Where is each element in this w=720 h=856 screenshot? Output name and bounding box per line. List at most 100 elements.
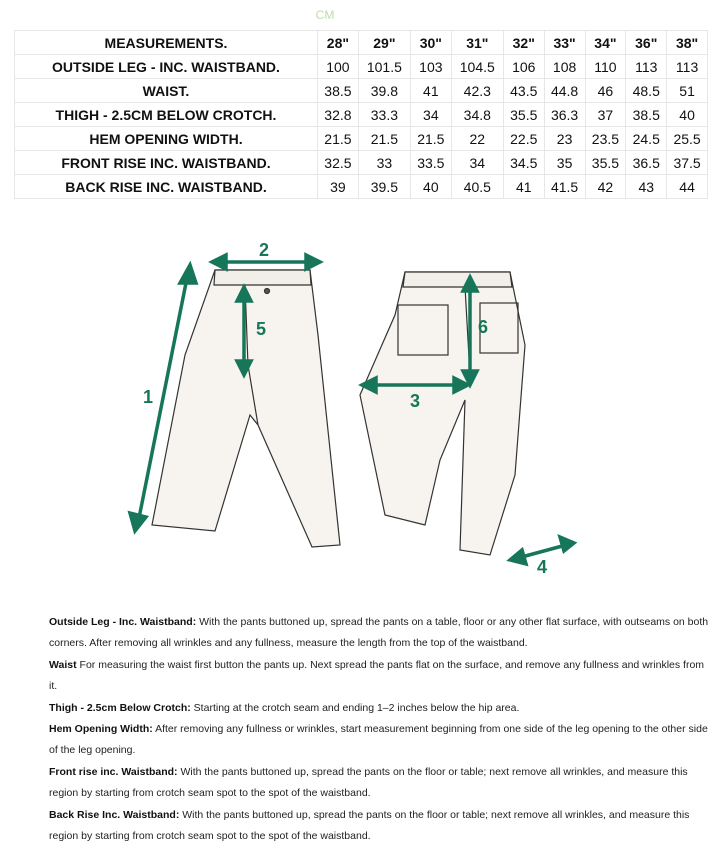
size-header: 36" [625, 30, 668, 55]
pants-measurement-diagram: 1 2 3 4 5 6 [127, 240, 578, 577]
measurement-cell: 22 [450, 126, 504, 151]
measurement-cell: 33 [357, 150, 411, 175]
measurement-cell: 38.5 [317, 78, 359, 103]
measurement-cell: 37 [584, 102, 627, 127]
note-hem: Hem Opening Width: After removing any fu… [49, 719, 709, 762]
back-pants-drawing [359, 271, 526, 556]
note-text: With the pants buttoned up, spread the p… [49, 616, 709, 650]
measurement-cell: 21.5 [357, 126, 411, 151]
table-row: HEM OPENING WIDTH. 21.5 21.5 21.5 22 22.5 23 23… [14, 126, 708, 151]
measurement-cell: 46 [584, 78, 627, 103]
header-label: MEASUREMENTS. [14, 30, 318, 55]
measurement-cell: 48.5 [625, 78, 668, 103]
measurement-cell: 42.3 [450, 78, 504, 103]
measurement-cell: 32.8 [317, 102, 359, 127]
measurement-cell: 39 [317, 174, 359, 199]
size-header: 34" [584, 30, 627, 55]
table-row: BACK RISE INC. WAISTBAND. 39 39.5 40 40.5 41 4… [14, 174, 708, 199]
measurement-cell: 32.5 [317, 150, 359, 175]
front-pants-drawing [151, 269, 341, 548]
row-label: BACK RISE INC. WAISTBAND. [14, 174, 318, 199]
note-text: With the pants buttoned up, spread the p… [49, 765, 688, 800]
measurement-cell: 41 [409, 78, 452, 103]
measurement-cell: 23 [543, 126, 586, 151]
measurement-cell: 44 [666, 174, 708, 199]
measurement-cell: 51 [666, 78, 708, 103]
note-term: Front rise inc. Waistband: [49, 765, 178, 778]
measurement-cell: 34.8 [450, 102, 504, 127]
note-thigh: Thigh - 2.5cm Below Crotch: Starting at … [49, 698, 709, 719]
note-back-rise: Back Rise Inc. Waistband: With the pants… [49, 805, 709, 848]
measurement-cell: 21.5 [409, 126, 452, 151]
size-header: 33" [543, 30, 586, 55]
measurement-cell: 35.5 [502, 102, 545, 127]
measurement-instructions: Outside Leg - Inc. Waistband: With the p… [49, 612, 709, 847]
measurement-cell: 100 [317, 54, 359, 79]
size-header: 30" [409, 30, 452, 55]
measurement-cell: 113 [666, 54, 708, 79]
measurement-cell: 106 [502, 54, 545, 79]
measurement-cell: 33.5 [409, 150, 452, 175]
measurement-cell: 39.5 [357, 174, 411, 199]
note-text: With the pants buttoned up, spread the p… [49, 808, 690, 843]
note-front-rise: Front rise inc. Waistband: With the pant… [49, 762, 709, 805]
measurement-cell: 103 [409, 54, 452, 79]
note-text: Starting at the crotch seam and ending 1… [190, 701, 520, 714]
measurement-cell: 25.5 [666, 126, 708, 151]
measurement-arrows [127, 252, 578, 567]
size-header: 29" [357, 30, 411, 55]
measurement-cell: 24.5 [625, 126, 668, 151]
measurement-cell: 43.5 [502, 78, 545, 103]
note-text: For measuring the waist first button the… [49, 658, 705, 693]
measurement-cell: 35 [543, 150, 586, 175]
note-term: Outside Leg - Inc. Waistband: [49, 616, 197, 628]
measurement-cell: 104.5 [450, 54, 504, 79]
measurement-cell: 113 [625, 54, 668, 79]
measurement-cell: 22.5 [502, 126, 545, 151]
table-row: THIGH - 2.5CM BELOW CROTCH. 32.8 33.3 34 34.… [14, 102, 708, 127]
row-label: FRONT RISE INC. WAISTBAND. [14, 150, 318, 175]
size-header: 38" [666, 30, 708, 55]
measurement-cell: 40 [409, 174, 452, 199]
marker-6: 6 [478, 317, 488, 337]
measurement-cell: 34 [450, 150, 504, 175]
size-header: 28" [317, 30, 359, 55]
measurement-cell: 39.8 [357, 78, 411, 103]
note-term: Thigh - 2.5cm Below Crotch: [49, 701, 191, 714]
note-term: Hem Opening Width: [49, 723, 153, 736]
table-row: OUTSIDE LEG - INC. WAISTBAND. 100 101.5 103… [14, 54, 708, 79]
measurement-cell: 33.3 [357, 102, 411, 127]
size-chart-table: MEASUREMENTS. 28" 29" 30" 31" 32" 33" 34… [14, 30, 708, 199]
measurement-cell: 43 [625, 174, 668, 199]
marker-3: 3 [410, 391, 420, 411]
measurement-cell: 44.8 [543, 78, 586, 103]
table-row: FRONT RISE INC. WAISTBAND. 32.5 33 33.5 34 34… [14, 150, 708, 175]
measurement-numbers: 1 2 3 4 5 6 [143, 240, 547, 577]
note-outside-leg: Outside Leg - Inc. Waistband: With the p… [49, 612, 709, 655]
measurement-cell: 23.5 [584, 126, 627, 151]
measurement-cell: 34.5 [502, 150, 545, 175]
measurement-cell: 110 [584, 54, 627, 79]
measurement-cell: 35.5 [584, 150, 627, 175]
row-label: OUTSIDE LEG - INC. WAISTBAND. [14, 54, 318, 79]
size-header: 31" [450, 30, 504, 55]
measurement-cell: 37.5 [666, 150, 708, 175]
measurement-cell: 108 [543, 54, 586, 79]
note-term: Waist [49, 658, 77, 671]
table-header-row: MEASUREMENTS. 28" 29" 30" 31" 32" 33" 34… [14, 30, 708, 55]
measurement-cell: 34 [409, 102, 452, 127]
marker-1: 1 [143, 387, 153, 407]
row-label: WAIST. [14, 78, 318, 103]
measurement-cell: 36.5 [625, 150, 668, 175]
measurement-cell: 40 [666, 102, 708, 127]
measurement-cell: 38.5 [625, 102, 668, 127]
unit-label: CM [315, 8, 335, 22]
table-row: WAIST. 38.5 39.8 41 42.3 43.5 44.8 46 48.5 51 [14, 78, 708, 103]
marker-4: 4 [537, 557, 547, 577]
row-label: THIGH - 2.5CM BELOW CROTCH. [14, 102, 318, 127]
note-term: Back Rise Inc. Waistband: [49, 808, 180, 821]
measurement-cell: 41.5 [543, 174, 586, 199]
measurement-cell: 21.5 [317, 126, 359, 151]
note-waist: Waist For measuring the waist first butt… [49, 655, 709, 698]
measurement-cell: 101.5 [357, 54, 411, 79]
